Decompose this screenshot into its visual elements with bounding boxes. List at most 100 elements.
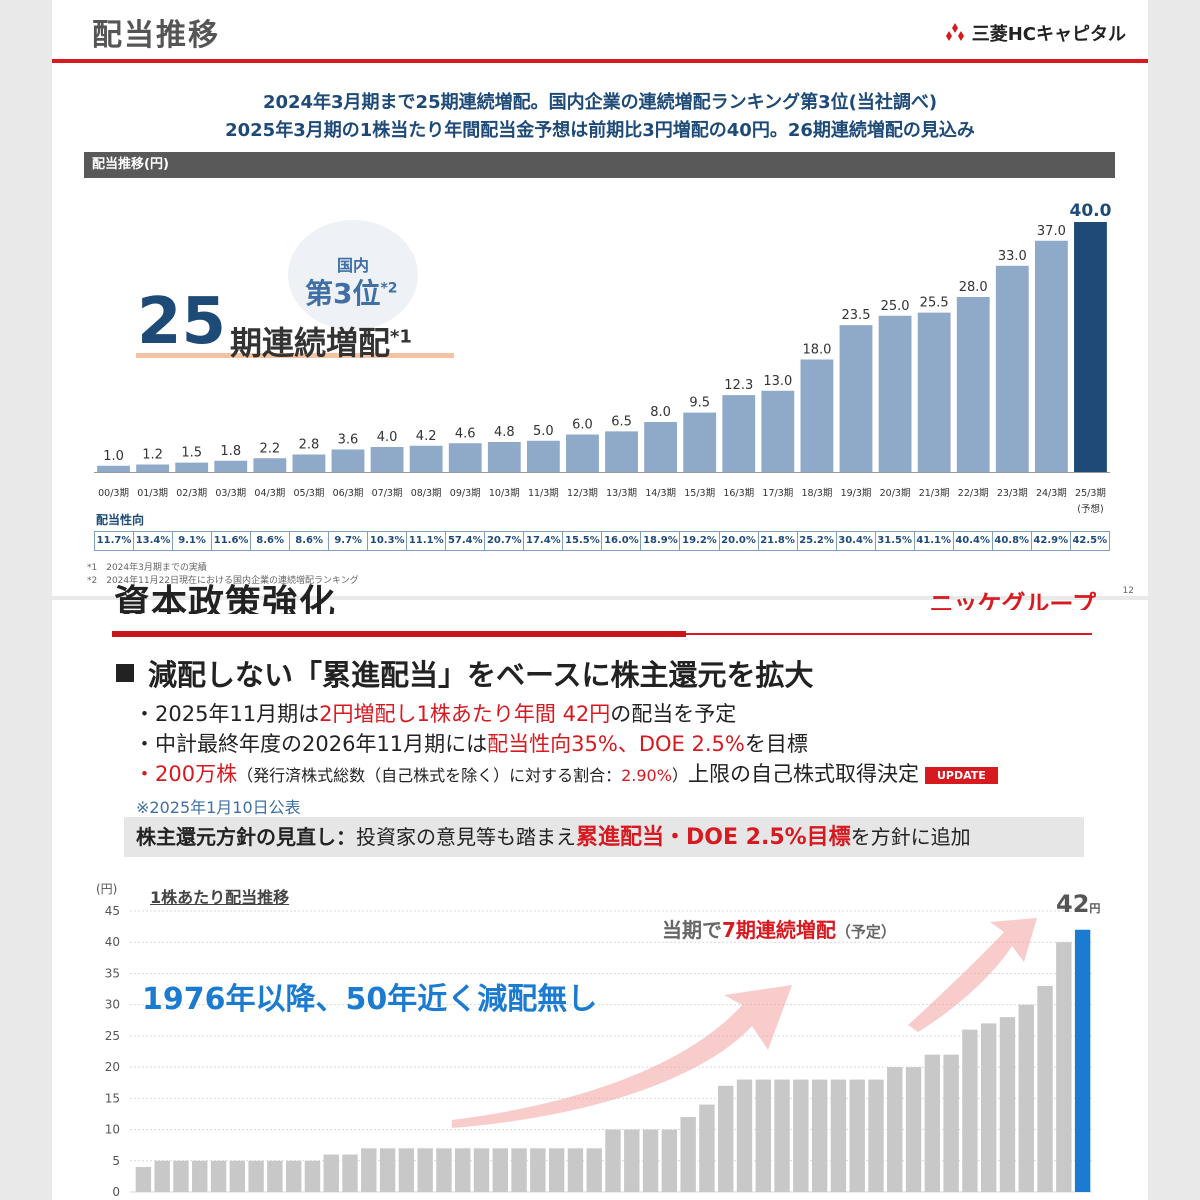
dividend-bar — [1074, 222, 1107, 472]
category-label: 12/3期 — [567, 488, 598, 499]
streak-banner-small: （予定） — [835, 923, 896, 941]
dividend-bar — [487, 442, 521, 472]
streak-label-note: *1 — [390, 326, 412, 348]
streak-label-text: 期連続増配 — [230, 324, 391, 362]
bullet-1-post: の配当を予定 — [610, 702, 737, 726]
dividend-bar — [586, 1148, 602, 1192]
category-label: 13/3期 — [606, 488, 637, 499]
title-rule — [52, 59, 1148, 63]
dividend-bar — [917, 312, 951, 472]
bar-value-label: 28.0 — [959, 280, 988, 295]
bar-value-label: 12.3 — [724, 378, 753, 393]
bullet-1-red: 2円増配し1株あたり年間 42円 — [319, 702, 611, 726]
bullet-2-pre: ・中計最終年度の2026年11月期には — [134, 732, 488, 756]
bar-value-label: 4.8 — [494, 425, 515, 440]
dividend-bar — [511, 1148, 527, 1192]
dividend-bar — [887, 1067, 903, 1192]
bullet-3-small-pre: （発行済株式総数（自己株式を除く）に対する割合： — [237, 766, 622, 785]
three-diamonds-icon — [945, 23, 964, 41]
dividend-bar — [175, 462, 209, 472]
category-label: 00/3期 — [98, 488, 129, 499]
category-label: 18/3期 — [802, 488, 833, 499]
dividend-bar — [605, 1129, 621, 1192]
dividend-bar — [361, 1148, 377, 1192]
bar-value-label: 4.0 — [377, 430, 398, 445]
category-label: 24/3期 — [1036, 488, 1067, 499]
category-label: 19/3期 — [841, 488, 872, 499]
dividend-bar — [473, 1148, 490, 1192]
payout-ratio-cell: 25.2% — [798, 532, 837, 550]
forecast-label: (予想) — [1077, 503, 1103, 515]
title-rule-red — [112, 631, 686, 637]
dividend-bar — [999, 1017, 1016, 1192]
payout-ratio-cell: 42.5% — [1072, 535, 1108, 546]
dividend-bar — [135, 1167, 152, 1192]
payout-ratio-cell: 19.2% — [680, 532, 720, 550]
dividend-bar — [1074, 929, 1091, 1192]
payout-ratio-cell: 20.0% — [720, 532, 759, 550]
rank-badge-domestic: 国内 — [337, 256, 370, 275]
dividend-bar — [436, 1148, 452, 1192]
payout-ratio-cell: 11.6% — [212, 532, 252, 550]
dividend-bar-chart: 1.0 00/3期 1.2 01/3期 1.5 02/3期 1.8 03/3期 2.2 04/3期… — [94, 201, 1112, 515]
y-tick-label: 0 — [112, 1185, 120, 1199]
dividend-bar — [567, 1148, 584, 1192]
dividend-bar — [718, 1085, 734, 1192]
policy-mid: 投資家の意見等も踏まえ — [356, 825, 576, 849]
dividend-bar — [136, 464, 170, 472]
payout-ratio-cell: 40.8% — [993, 532, 1032, 550]
dividend-bar — [995, 265, 1029, 472]
slide-title: 配当推移 — [92, 18, 220, 53]
dividend-bar — [924, 1054, 941, 1192]
bullet-1: ・2025年11月期は2円増配し1株あたり年間 42円の配当を予定 — [134, 698, 736, 728]
category-label: 25/3期 — [1075, 488, 1106, 499]
bar-value-label: 9.5 — [689, 396, 710, 411]
bar-value-label: 1.8 — [220, 444, 241, 459]
dividend-bar — [192, 1160, 208, 1192]
dividend-bar — [699, 1104, 715, 1192]
policy-box: 株主還元方針の見直し：投資家の意見等も踏まえ累進配当・DOE 2.5%目標を方針… — [124, 817, 1084, 857]
dividend-bar — [530, 1148, 546, 1192]
headline-1: 2024年3月期まで25期連続増配。国内企業の連続増配ランキング第3位(当社調べ… — [262, 92, 938, 113]
announce-date: ※2025年1月10日公表 — [136, 798, 301, 817]
dividend-bar — [379, 1148, 396, 1192]
dividend-bar — [342, 1154, 358, 1192]
dividend-bar — [793, 1079, 809, 1192]
y-tick-label: 15 — [105, 1091, 120, 1105]
bar-value-label: 18.0 — [802, 343, 831, 358]
bar-value-label: 2.8 — [299, 438, 320, 453]
payout-ratio-cell: 42.9% — [1032, 532, 1071, 550]
bullet-2-post: を目標 — [744, 732, 808, 756]
dividend-bar — [214, 460, 248, 472]
last-value: 42 — [1056, 890, 1090, 918]
payout-ratio-cell: 16.0% — [602, 532, 642, 550]
streak-banner-red: 7期連続増配 — [722, 918, 836, 942]
payout-ratio-cell: 17.4% — [524, 532, 564, 550]
title-rule-thin — [686, 633, 1092, 635]
dividend-bar — [800, 359, 834, 472]
bar-value-label: 25.0 — [881, 299, 910, 314]
last-value-label: 42円 — [1056, 890, 1100, 918]
y-tick-label: 40 — [105, 935, 120, 949]
dividend-bar — [409, 445, 443, 472]
bar-value-label: 1.0 — [103, 449, 124, 464]
dividend-bar — [566, 434, 599, 472]
payout-ratio-cell: 8.6% — [251, 532, 291, 550]
bar-value-label: 3.6 — [338, 433, 359, 448]
chart-section-label: 配当推移(円) — [84, 152, 1115, 178]
bar-value-label: 6.5 — [611, 414, 632, 429]
payout-ratio-cell: 10.3% — [368, 532, 408, 550]
dividend-bar — [492, 1148, 508, 1192]
y-tick-label: 45 — [105, 904, 120, 918]
bar-value-label: 25.5 — [920, 296, 949, 311]
category-label: 01/3期 — [137, 488, 168, 499]
dividend-bar — [1034, 240, 1068, 472]
payout-ratio-cell: 9.1% — [173, 532, 213, 550]
dividend-bar — [722, 395, 756, 472]
payout-ratio-cell: 8.6% — [290, 532, 330, 550]
payout-ratio-cell: 31.5% — [876, 532, 915, 550]
dividend-bar — [849, 1079, 865, 1192]
dividend-bar — [248, 1160, 264, 1192]
y-tick-label: 10 — [105, 1123, 120, 1137]
footnote-1: *1 2024年3月期までの実績 — [87, 563, 207, 573]
